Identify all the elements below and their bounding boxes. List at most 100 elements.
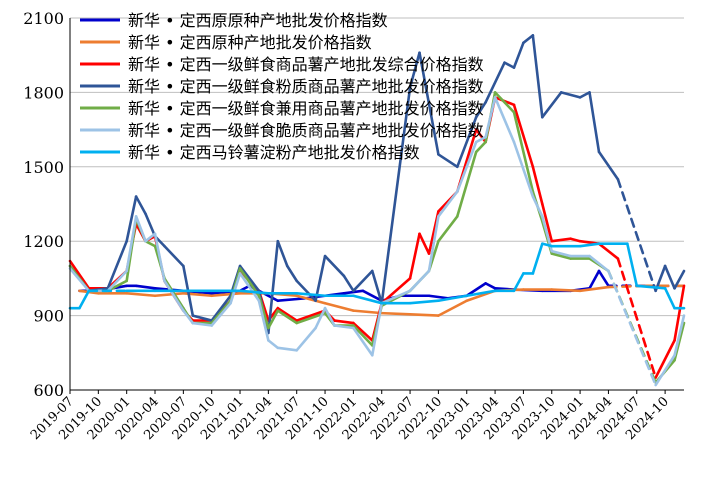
series-segment	[352, 309, 384, 315]
series-segment	[578, 285, 610, 293]
series-segment	[153, 232, 166, 283]
series-segment	[427, 294, 450, 300]
series-segment	[134, 195, 147, 216]
series-segment	[578, 91, 591, 99]
series-segment	[616, 257, 657, 379]
legend-label: 新华 • 定西原种产地批发价格指数	[128, 33, 372, 52]
series-segment	[380, 277, 412, 305]
legend-label: 新华 • 定西原原种产地批发价格指数	[128, 11, 388, 30]
series-segment	[408, 313, 440, 317]
series-segment	[182, 309, 195, 325]
series-segment	[493, 96, 516, 144]
series-segment	[673, 284, 686, 342]
series-segment	[503, 61, 516, 69]
series-segment	[276, 306, 299, 322]
series-segment	[550, 237, 572, 243]
series-segment	[295, 291, 327, 298]
series-segment	[342, 274, 355, 293]
y-tick-label: 900	[33, 307, 64, 326]
series-segment	[578, 242, 601, 248]
series-segment	[267, 309, 280, 330]
legend-label: 新华 • 定西一级鲜食粉质商品薯产地批发价格指数	[128, 77, 484, 96]
series-segment	[531, 195, 544, 218]
series-segment	[238, 289, 270, 295]
series-segment	[323, 306, 336, 327]
series-segment	[295, 309, 327, 322]
series-segment	[512, 41, 525, 69]
series-segment	[588, 254, 610, 273]
axis-layer: 60090012001500180021002019-072019-102020…	[23, 9, 684, 443]
series-segment	[484, 282, 497, 290]
legend-label: 新华 • 定西马铃薯淀粉产地批发价格指数	[128, 143, 420, 162]
series-segment	[437, 215, 459, 243]
series-segment	[323, 254, 346, 278]
series-segment	[569, 237, 582, 243]
series-segment	[635, 284, 667, 290]
series-segment	[550, 288, 582, 293]
y-tick-label: 1500	[23, 158, 64, 177]
y-tick-label: 1800	[23, 83, 64, 102]
legend-label: 新华 • 定西一级鲜食商品薯产地批发综合价格指数	[128, 55, 484, 74]
series-segment	[267, 239, 280, 335]
series-segment	[210, 299, 232, 325]
series-line	[68, 34, 686, 335]
series-segment	[333, 319, 355, 325]
series-segment	[607, 269, 657, 387]
series-segment	[465, 282, 487, 298]
series-segment	[380, 86, 412, 305]
series-segment	[352, 321, 374, 342]
series-segment	[493, 91, 516, 114]
series-segment	[276, 296, 308, 303]
series-segment	[314, 254, 327, 303]
series-segment	[484, 96, 497, 139]
series-segment	[144, 212, 157, 238]
series-segment	[323, 301, 355, 312]
series-segment	[559, 91, 582, 99]
series-segment	[484, 61, 506, 104]
series-segment	[144, 232, 157, 243]
series-segment	[352, 269, 374, 293]
series-segment	[191, 321, 213, 327]
series-segment	[125, 195, 138, 243]
series-segment	[597, 150, 620, 181]
series-segment	[295, 326, 317, 352]
series-segment	[588, 269, 601, 290]
series-segment	[68, 267, 91, 293]
series-segment	[512, 103, 535, 169]
series-segment	[285, 264, 299, 283]
series-segment	[229, 272, 242, 305]
series-segment	[408, 269, 431, 293]
series-segment	[153, 291, 185, 298]
series-segment	[588, 91, 601, 154]
series-segment	[144, 239, 157, 248]
series-segment	[531, 242, 544, 275]
series-segment	[106, 269, 128, 293]
series-segment	[267, 339, 280, 350]
series-segment	[673, 269, 686, 290]
series-segment	[352, 326, 374, 357]
series-segment	[597, 269, 610, 288]
series-segment	[370, 301, 384, 357]
series-segment	[474, 101, 487, 119]
series-segment	[616, 177, 657, 293]
series-segment	[531, 165, 544, 206]
series-segment	[541, 202, 554, 243]
legend-label: 新华 • 定西一级鲜食兼用商品薯产地批发价格指数	[128, 99, 484, 118]
series-segment	[541, 91, 563, 119]
series-segment	[106, 239, 128, 290]
series-segment	[361, 289, 384, 303]
series-segment	[418, 51, 440, 156]
series-segment	[541, 242, 554, 248]
series-layer	[68, 34, 686, 387]
series-segment	[276, 346, 299, 352]
series-segment	[408, 51, 421, 89]
series-segment	[437, 153, 459, 169]
series-segment	[210, 291, 242, 298]
series-segment	[512, 110, 535, 193]
series-segment	[314, 306, 327, 330]
series-segment	[418, 232, 431, 255]
series-segment	[163, 244, 185, 268]
series-segment	[654, 353, 676, 387]
